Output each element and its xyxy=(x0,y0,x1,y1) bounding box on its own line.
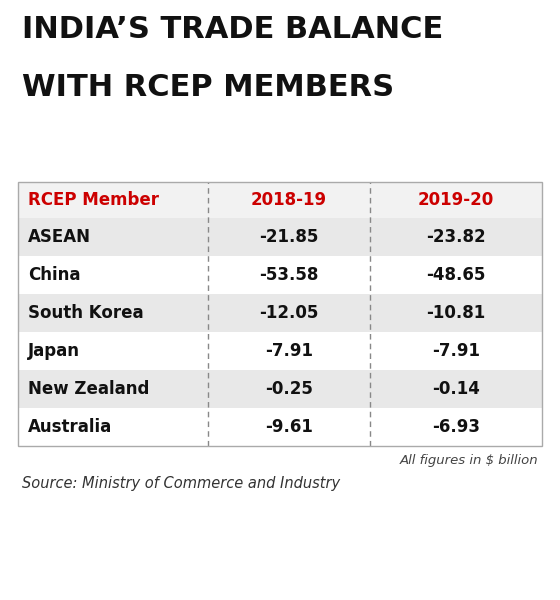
FancyBboxPatch shape xyxy=(18,408,542,446)
FancyBboxPatch shape xyxy=(18,332,542,370)
Text: -53.58: -53.58 xyxy=(259,266,319,284)
Text: -23.82: -23.82 xyxy=(426,228,486,246)
Text: All figures in $ billion: All figures in $ billion xyxy=(399,454,538,467)
FancyBboxPatch shape xyxy=(18,256,542,294)
FancyBboxPatch shape xyxy=(18,370,542,408)
Text: -12.05: -12.05 xyxy=(259,304,319,322)
Text: -48.65: -48.65 xyxy=(426,266,486,284)
Text: China: China xyxy=(28,266,81,284)
FancyBboxPatch shape xyxy=(18,294,542,332)
Text: -0.14: -0.14 xyxy=(432,380,480,398)
Text: South Korea: South Korea xyxy=(28,304,143,322)
FancyBboxPatch shape xyxy=(18,182,542,218)
Text: INDIA’S TRADE BALANCE: INDIA’S TRADE BALANCE xyxy=(22,15,444,44)
Text: -0.25: -0.25 xyxy=(265,380,313,398)
Text: Japan: Japan xyxy=(28,342,80,360)
Text: -7.91: -7.91 xyxy=(265,342,313,360)
Text: RCEP Member: RCEP Member xyxy=(28,191,159,209)
Text: -10.81: -10.81 xyxy=(426,304,486,322)
Text: -7.91: -7.91 xyxy=(432,342,480,360)
Text: ASEAN: ASEAN xyxy=(28,228,91,246)
FancyBboxPatch shape xyxy=(18,218,542,256)
Text: -6.93: -6.93 xyxy=(432,418,480,436)
Text: 2018-19: 2018-19 xyxy=(251,191,327,209)
Text: -21.85: -21.85 xyxy=(259,228,319,246)
Text: -9.61: -9.61 xyxy=(265,418,313,436)
Text: WITH RCEP MEMBERS: WITH RCEP MEMBERS xyxy=(22,73,394,102)
Text: New Zealand: New Zealand xyxy=(28,380,150,398)
Text: Source: Ministry of Commerce and Industry: Source: Ministry of Commerce and Industr… xyxy=(22,476,340,491)
Text: Australia: Australia xyxy=(28,418,112,436)
Text: 2019-20: 2019-20 xyxy=(418,191,494,209)
